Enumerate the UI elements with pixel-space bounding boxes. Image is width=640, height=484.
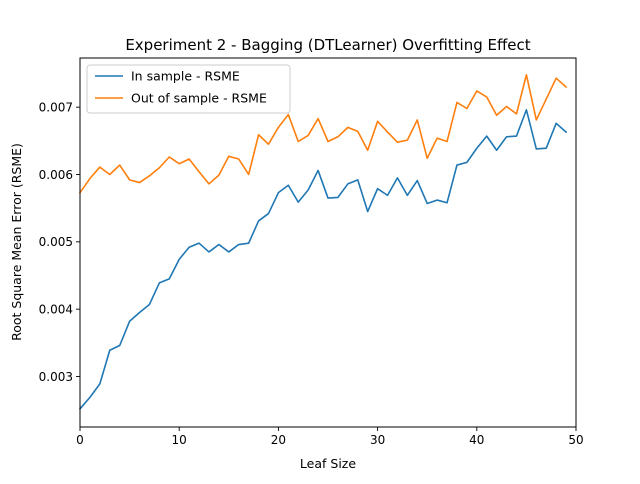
y-tick-label: 0.004 bbox=[39, 302, 73, 316]
legend: In sample - RSME Out of sample - RSME bbox=[86, 64, 291, 114]
x-tick-label: 0 bbox=[76, 433, 84, 447]
legend-label-in-sample: In sample - RSME bbox=[131, 69, 240, 84]
x-tick-label: 50 bbox=[568, 433, 583, 447]
plot-lines bbox=[78, 74, 568, 410]
series-line-0 bbox=[78, 109, 568, 410]
x-tick-label: 40 bbox=[469, 433, 484, 447]
y-tick-label: 0.007 bbox=[39, 100, 73, 114]
y-tick-label: 0.006 bbox=[39, 168, 73, 182]
y-tick-label: 0.003 bbox=[39, 370, 73, 384]
chart-title: Experiment 2 - Bagging (DTLearner) Overf… bbox=[125, 36, 530, 54]
y-axis: 0.003 0.004 0.005 0.006 0.007 bbox=[39, 100, 80, 384]
plot-frame bbox=[79, 57, 577, 428]
x-tick-label: 30 bbox=[370, 433, 385, 447]
x-axis-label: Leaf Size bbox=[300, 456, 356, 471]
y-axis-label: Root Square Mean Error (RSME) bbox=[9, 143, 24, 341]
y-tick-label: 0.005 bbox=[39, 235, 73, 249]
x-tick-label: 20 bbox=[271, 433, 286, 447]
series-line-1 bbox=[78, 74, 568, 194]
x-tick-label: 10 bbox=[172, 433, 187, 447]
x-axis: 0 10 20 30 40 50 bbox=[76, 427, 584, 447]
legend-label-out-of-sample: Out of sample - RSME bbox=[131, 91, 267, 106]
legend-box bbox=[86, 64, 291, 114]
